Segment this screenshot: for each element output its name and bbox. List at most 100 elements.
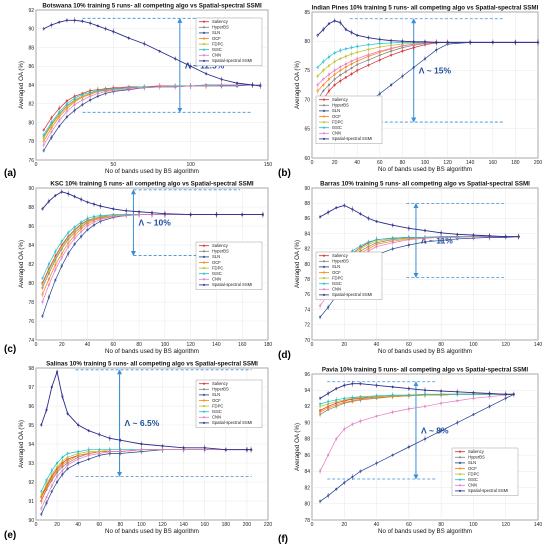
- data-point: [65, 115, 69, 119]
- legend-box: [195, 241, 263, 290]
- x-tick-label: 150: [264, 162, 273, 168]
- data-point: [327, 83, 331, 87]
- data-point: [472, 413, 475, 416]
- data-point: [73, 237, 76, 240]
- legend-marker: [322, 98, 326, 101]
- chart-title: Pavia 10% training 5 runs- all competing…: [322, 367, 529, 374]
- data-point: [104, 90, 107, 93]
- y-axis-label: Averaged OA (%): [18, 61, 25, 109]
- series-line: [319, 393, 514, 405]
- data-point: [339, 79, 342, 83]
- data-point: [423, 57, 427, 60]
- data-point: [391, 224, 394, 227]
- data-point: [456, 399, 459, 402]
- y-tick-label: 74: [28, 338, 34, 344]
- x-tick-label: 40: [85, 342, 91, 348]
- data-point: [326, 211, 330, 214]
- legend-marker: [322, 115, 326, 118]
- y-axis-label: Averaged OA (%): [294, 423, 301, 471]
- data-point: [45, 478, 48, 482]
- data-point: [87, 429, 90, 432]
- gap-annotation: Λ ~ 15%: [419, 65, 452, 75]
- data-point: [54, 268, 57, 271]
- data-point: [249, 448, 253, 451]
- data-point: [125, 214, 128, 217]
- x-tick-label: 100: [469, 342, 478, 348]
- data-point: [40, 507, 43, 510]
- x-tick-label: 40: [354, 160, 360, 166]
- data-point: [327, 73, 331, 76]
- data-point: [88, 21, 92, 25]
- series-cnn: [42, 82, 262, 148]
- data-point: [47, 283, 51, 287]
- data-point: [504, 393, 507, 396]
- data-point: [318, 470, 322, 473]
- data-point: [50, 130, 53, 134]
- legend-entry: CNN: [212, 53, 221, 58]
- panel-label: (b): [278, 168, 291, 179]
- data-point: [504, 235, 507, 238]
- series-line: [40, 370, 252, 451]
- y-tick-label: 92: [304, 404, 310, 410]
- gap-annotation: Λ ~ 10%: [138, 218, 171, 228]
- legend-entry: OCF: [212, 398, 221, 403]
- legend-entry: SLN: [468, 460, 476, 465]
- data-point: [322, 78, 325, 81]
- data-point: [327, 64, 331, 67]
- data-point: [235, 81, 239, 85]
- data-point: [61, 456, 64, 459]
- data-point: [112, 207, 115, 211]
- data-point: [182, 446, 185, 449]
- x-tick-label: 100: [469, 522, 478, 528]
- data-point: [339, 57, 342, 60]
- legend-entry: FDPC: [332, 275, 343, 280]
- chart-title: Barras 10% training 5 runs- all competin…: [320, 181, 530, 188]
- x-axis-label: No of bands used by BS algorithm: [105, 528, 199, 535]
- legend-entry: HyperBS: [332, 103, 349, 108]
- y-tick-label: 75: [304, 68, 310, 74]
- x-tick-label: 140: [466, 160, 475, 166]
- data-point: [375, 394, 378, 398]
- data-point: [344, 55, 348, 58]
- legend-marker: [202, 416, 206, 419]
- data-point: [333, 78, 336, 81]
- data-point: [391, 247, 394, 250]
- data-point: [67, 231, 70, 234]
- data-point: [86, 201, 89, 204]
- y-tick-label: 97: [28, 385, 34, 391]
- legend-entry: OCF: [212, 36, 221, 41]
- data-point: [88, 95, 92, 98]
- data-point: [41, 283, 44, 287]
- y-tick-label: 85: [304, 10, 310, 16]
- data-point: [224, 448, 227, 451]
- data-point: [55, 465, 59, 468]
- data-point: [350, 31, 353, 34]
- data-point: [333, 73, 336, 76]
- y-tick-label: 80: [28, 281, 34, 287]
- x-tick-label: 140: [212, 342, 221, 348]
- data-point: [343, 204, 346, 207]
- data-point: [423, 389, 427, 392]
- data-point: [367, 217, 370, 220]
- chart-panel-5: 0 20 40 60 80 100 120 140 160 180 200 220 90 91 92 93 94…: [4, 361, 272, 542]
- legend: SaliencyHyperBSSLNOCFFDPCISSCCNNSpatial-…: [195, 241, 263, 290]
- legend-entry: Spatial-spectral SSMI: [212, 420, 252, 425]
- data-point: [350, 72, 353, 76]
- series-line: [43, 19, 261, 87]
- legend-entry: ISSC: [468, 477, 478, 482]
- data-point: [343, 481, 346, 484]
- data-point: [189, 65, 192, 68]
- data-point: [60, 240, 63, 243]
- data-point: [333, 19, 336, 22]
- data-point: [335, 403, 338, 406]
- data-point: [488, 392, 491, 395]
- data-point: [66, 412, 69, 415]
- data-point: [112, 89, 115, 92]
- data-point: [318, 215, 322, 219]
- data-point: [112, 30, 115, 33]
- data-point: [50, 477, 53, 480]
- x-tick-label: 40: [374, 522, 380, 528]
- y-tick-label: 84: [304, 469, 310, 475]
- data-point: [50, 23, 53, 27]
